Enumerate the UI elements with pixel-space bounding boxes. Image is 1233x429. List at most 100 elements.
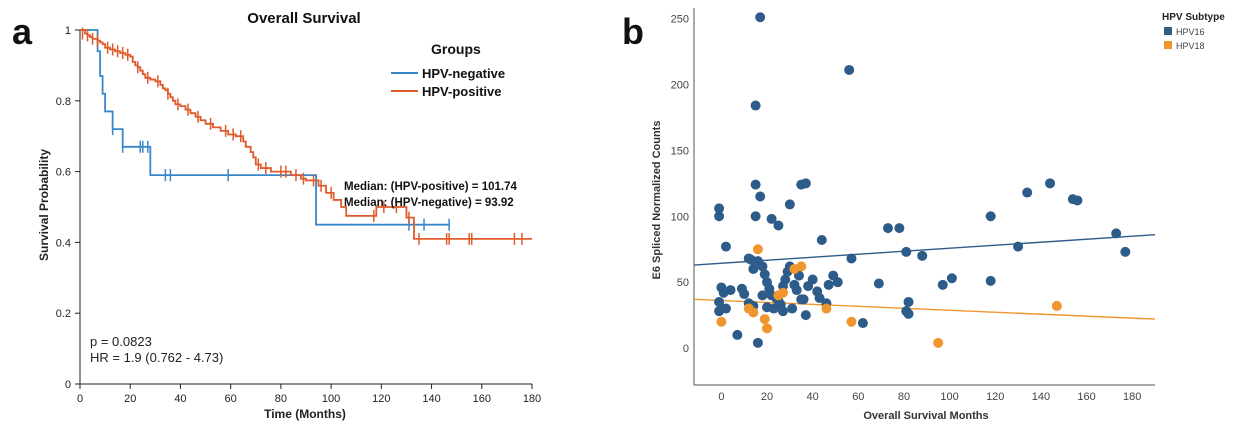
point-hpv18: [846, 316, 857, 327]
point-hpv16: [846, 253, 857, 264]
trendlines: [693, 234, 1156, 320]
scatter-points: [714, 12, 1131, 348]
x-tick-label: 100: [940, 391, 958, 403]
point-hpv16: [1120, 246, 1131, 257]
trendline-hpv18: [693, 298, 1156, 320]
point-hpv16: [946, 273, 957, 284]
x-tick-label: 40: [174, 393, 186, 405]
x-tick-label: 160: [473, 393, 491, 405]
point-hpv16: [796, 294, 807, 305]
x-axis-label: Overall Survival Months: [863, 410, 988, 422]
point-hpv16: [800, 310, 811, 321]
point-hpv16: [748, 264, 759, 274]
point-hpv16: [1072, 195, 1083, 206]
y-tick-label: 0.4: [56, 237, 71, 249]
y-ticks: 0 0.2 0.4 0.6 0.8 1: [56, 25, 80, 391]
y-axis-label: Survival Probability: [37, 149, 51, 261]
point-hpv18: [933, 337, 944, 348]
panel-b-scatter-chart: b 0 20 40 60 80 100 120 140 160 180 0 50 100 150 200 2…: [622, 8, 1225, 422]
y-tick-label: 0: [65, 379, 71, 391]
y-tick-label: 0.8: [56, 96, 71, 108]
x-tick-label: 60: [225, 393, 237, 405]
x-tick-label: 160: [1077, 391, 1095, 403]
point-hpv16: [985, 275, 996, 286]
point-hpv16: [746, 254, 757, 265]
point-hpv16: [1022, 187, 1033, 198]
point-hpv16: [800, 178, 811, 189]
legend-label-hpv16: HPV16: [1176, 27, 1205, 37]
legend-swatch-hpv18: [1164, 41, 1172, 49]
panel-label-b: b: [622, 11, 644, 52]
legend: Groups HPV-negative HPV-positive: [391, 41, 505, 99]
legend-label-hpv-negative: HPV-negative: [422, 66, 505, 81]
x-tick-label: 100: [322, 393, 340, 405]
point-hpv16: [720, 303, 731, 314]
legend-title: Groups: [431, 41, 481, 57]
point-hpv16: [903, 296, 914, 307]
trendline-hpv16: [693, 234, 1156, 266]
x-tick-label: 180: [1123, 391, 1141, 403]
point-hpv16: [766, 213, 777, 224]
point-hpv16: [757, 290, 768, 301]
point-hpv16: [750, 211, 761, 222]
point-hpv16: [1013, 241, 1024, 252]
point-hpv16: [1045, 178, 1056, 189]
y-tick-label: 50: [677, 277, 689, 289]
point-hpv16: [873, 278, 884, 289]
point-hpv16: [882, 223, 893, 234]
point-hpv16: [720, 241, 731, 252]
point-hpv18: [821, 303, 832, 314]
point-hpv16: [750, 100, 761, 111]
point-hpv16: [757, 261, 768, 272]
y-tick-label: 100: [671, 211, 689, 223]
point-hpv16: [903, 308, 914, 319]
point-hpv16: [814, 293, 825, 303]
point-hpv16: [778, 306, 789, 317]
panel-a-survival-chart: a Overall Survival 0 20 40 60 80 100 120 140 160…: [12, 10, 541, 421]
point-hpv16: [844, 64, 855, 75]
x-axis-label: Time (Months): [264, 407, 346, 421]
median-hpv-negative: Median: (HPV-negative) = 93.92: [344, 197, 514, 209]
point-hpv16: [807, 274, 818, 285]
x-ticks: 0 20 40 60 80 100 120 140 160 180: [77, 384, 541, 405]
point-hpv16: [894, 223, 905, 234]
point-hpv16: [787, 303, 798, 314]
point-hpv16: [714, 296, 725, 307]
point-hpv16: [732, 329, 743, 340]
x-tick-label: 20: [761, 391, 773, 403]
panel-label-a: a: [12, 11, 33, 52]
point-hpv16: [791, 285, 802, 296]
y-tick-label: 250: [671, 14, 689, 26]
x-tick-label: 20: [124, 393, 136, 405]
x-tick-label: 120: [986, 391, 1004, 403]
median-hpv-positive: Median: (HPV-positive) = 101.74: [344, 181, 517, 193]
point-hpv18: [796, 261, 807, 272]
point-hpv16: [780, 274, 791, 285]
x-tick-label: 80: [275, 393, 287, 405]
point-hpv16: [755, 191, 766, 202]
point-hpv18: [762, 323, 773, 334]
p-value: p = 0.0823: [90, 334, 152, 349]
legend-title: HPV Subtype: [1162, 12, 1225, 23]
point-hpv16: [832, 277, 843, 288]
km-curve-hpv-negative: [80, 29, 450, 226]
y-tick-label: 200: [671, 79, 689, 91]
point-hpv16: [816, 235, 827, 245]
point-hpv16: [768, 303, 779, 314]
y-axis-label: E6 Spliced Normalized Counts: [651, 121, 663, 280]
y-tick-label: 150: [671, 145, 689, 157]
point-hpv16: [752, 337, 763, 348]
point-hpv18: [1051, 300, 1062, 311]
point-hpv16: [857, 318, 868, 329]
y-ticks: 0 50 100 150 200 250: [671, 14, 689, 356]
point-hpv16: [937, 279, 948, 290]
point-hpv16: [759, 269, 770, 280]
x-tick-label: 0: [77, 393, 83, 405]
point-hpv16: [784, 199, 795, 210]
point-hpv18: [752, 244, 763, 255]
point-hpv16: [739, 289, 750, 300]
legend-label-hpv18: HPV18: [1176, 41, 1205, 51]
x-tick-label: 60: [852, 391, 864, 403]
x-tick-label: 140: [422, 393, 440, 405]
